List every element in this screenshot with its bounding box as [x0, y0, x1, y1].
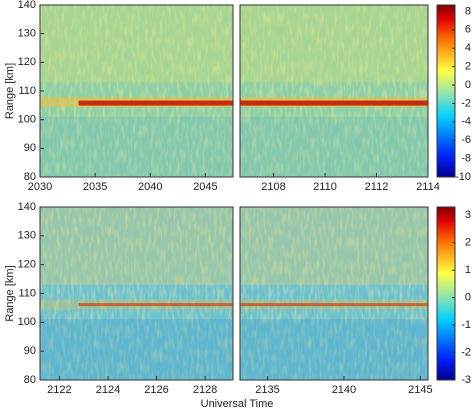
heatmap-upper [40, 207, 233, 285]
y-tick-label: 80 [24, 171, 36, 183]
heatmap-upper [40, 5, 233, 83]
heatmap-upper [240, 5, 428, 83]
y-tick-label: 80 [24, 374, 36, 386]
colorbar-tick-label: 2 [465, 61, 471, 73]
heatmap-texture [240, 207, 428, 380]
heatmap-image [40, 207, 233, 380]
y-axis-label: Range [km] [4, 265, 16, 321]
y-tick-label: 130 [18, 230, 36, 242]
x-axis-label: Universal Time [201, 398, 274, 410]
heatmap-image [240, 207, 428, 380]
colorbar-tick-label: -6 [461, 134, 471, 146]
x-tick-label: 2124 [96, 384, 120, 396]
colorbar-tick-label: -10 [455, 171, 471, 183]
colorbar-tick-label: 1 [465, 264, 471, 276]
heatmap-upper [240, 207, 428, 285]
x-tick-label: 2108 [261, 181, 285, 193]
colorbar [436, 4, 456, 178]
y-tick-label: 110 [18, 287, 36, 299]
colorbar-tick-label: 0 [465, 292, 471, 304]
x-tick-label: 2114 [416, 181, 440, 193]
colorbar-tick-label: 0 [465, 79, 471, 91]
x-tick-label: 2035 [83, 181, 107, 193]
heatmap-lower [40, 116, 233, 177]
colorbar-tick-label: 6 [465, 24, 471, 36]
y-tick-label: 100 [18, 316, 36, 328]
y-tick-label: 120 [18, 259, 36, 271]
x-tick-label: 2040 [138, 181, 162, 193]
y-tick-label: 140 [18, 0, 36, 11]
heatmap-lower [40, 319, 233, 380]
x-tick-label: 2128 [193, 384, 217, 396]
heatmap-texture [40, 5, 233, 177]
y-tick-label: 110 [18, 85, 36, 97]
echo-band [240, 303, 428, 307]
colorbar-tick-label: -2 [461, 346, 471, 358]
x-tick-label: 2122 [47, 384, 71, 396]
x-tick-label: 2135 [255, 384, 279, 396]
colorbar-tick-label: 8 [465, 5, 471, 17]
x-tick-label: 2112 [365, 181, 389, 193]
colorbar-tick-label: 4 [465, 42, 471, 54]
heatmap-image [240, 5, 428, 177]
colorbar-tick-label: -1 [461, 319, 471, 331]
x-tick-label: 2030 [28, 181, 52, 193]
x-tick-label: 2110 [313, 181, 337, 193]
colorbar-tick-label: -3 [461, 374, 471, 386]
heatmap-image [40, 5, 233, 177]
heatmap-lower [240, 319, 428, 380]
y-tick-label: 140 [18, 201, 36, 213]
colorbar [436, 206, 456, 381]
x-tick-label: 2045 [193, 181, 217, 193]
y-tick-label: 120 [18, 56, 36, 68]
y-tick-label: 130 [18, 28, 36, 40]
echo-band [240, 100, 428, 106]
y-tick-label: 90 [24, 142, 36, 154]
x-tick-label: 2145 [408, 384, 432, 396]
colorbar-tick-label: 2 [465, 237, 471, 249]
colorbar-tick-label: -8 [461, 153, 471, 165]
frame [239, 4, 429, 178]
heatmap-lower [240, 116, 428, 177]
y-tick-label: 100 [18, 114, 36, 126]
colorbar-tick-label: -2 [461, 97, 471, 109]
x-tick-label: 2126 [144, 384, 168, 396]
heatmap-texture [240, 5, 428, 177]
echo-band [78, 100, 233, 106]
frame [239, 206, 429, 381]
y-tick-label: 90 [24, 345, 36, 357]
y-axis-label: Range [km] [4, 63, 16, 119]
heatmap-texture [40, 207, 233, 380]
x-tick-label: 2140 [332, 384, 356, 396]
colorbar-tick-label: -4 [461, 116, 471, 128]
colorbar-tick-label: 3 [465, 209, 471, 221]
echo-band [78, 303, 233, 307]
